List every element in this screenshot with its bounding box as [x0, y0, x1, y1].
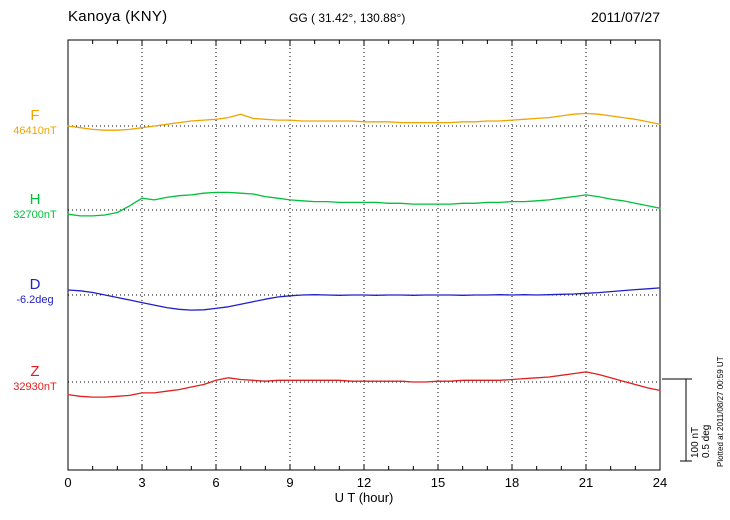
x-tick-label: 21: [579, 475, 593, 490]
x-tick-label: 6: [212, 475, 219, 490]
scale-bar-nt-label: 100 nT: [690, 426, 701, 458]
series-label-H: H 32700nT: [6, 191, 64, 221]
scale-bar-deg-label: 0.5 deg: [701, 424, 712, 458]
series-letter-Z: Z: [30, 363, 40, 380]
trace-F: [67, 112, 661, 131]
trace-D: [67, 287, 661, 311]
series-baseline-H: 32700nT: [13, 208, 57, 221]
series-baseline-Z: 32930nT: [13, 380, 57, 393]
series-baseline-F: 46410nT: [13, 124, 57, 137]
x-axis-label: U T (hour): [334, 490, 394, 505]
geographic-coordinates: GG ( 31.42°, 130.88°): [289, 11, 406, 25]
x-tick-label: 15: [431, 475, 445, 490]
plot-date: 2011/07/27: [590, 9, 660, 25]
series-label-D: D -6.2deg: [6, 276, 64, 306]
series-letter-F: F: [30, 107, 40, 124]
x-tick-label: 18: [505, 475, 519, 490]
station-title: Kanoya (KNY): [68, 8, 168, 25]
x-tick-label: 12: [357, 475, 371, 490]
series-label-F: F 46410nT: [6, 107, 64, 137]
plotted-at-note: Plotted at 2011/08/27 00:59 UT: [716, 356, 725, 467]
series-label-Z: Z 32930nT: [6, 363, 64, 393]
series-baseline-D: -6.2deg: [16, 293, 54, 306]
trace-H: [67, 191, 661, 217]
trace-Z: [67, 371, 661, 398]
x-tick-label: 3: [138, 475, 145, 490]
series-letter-H: H: [29, 191, 41, 208]
x-tick-label: 0: [64, 475, 71, 490]
series-letter-D: D: [29, 276, 41, 293]
x-tick-label: 9: [286, 475, 293, 490]
x-tick-label: 24: [653, 475, 667, 490]
